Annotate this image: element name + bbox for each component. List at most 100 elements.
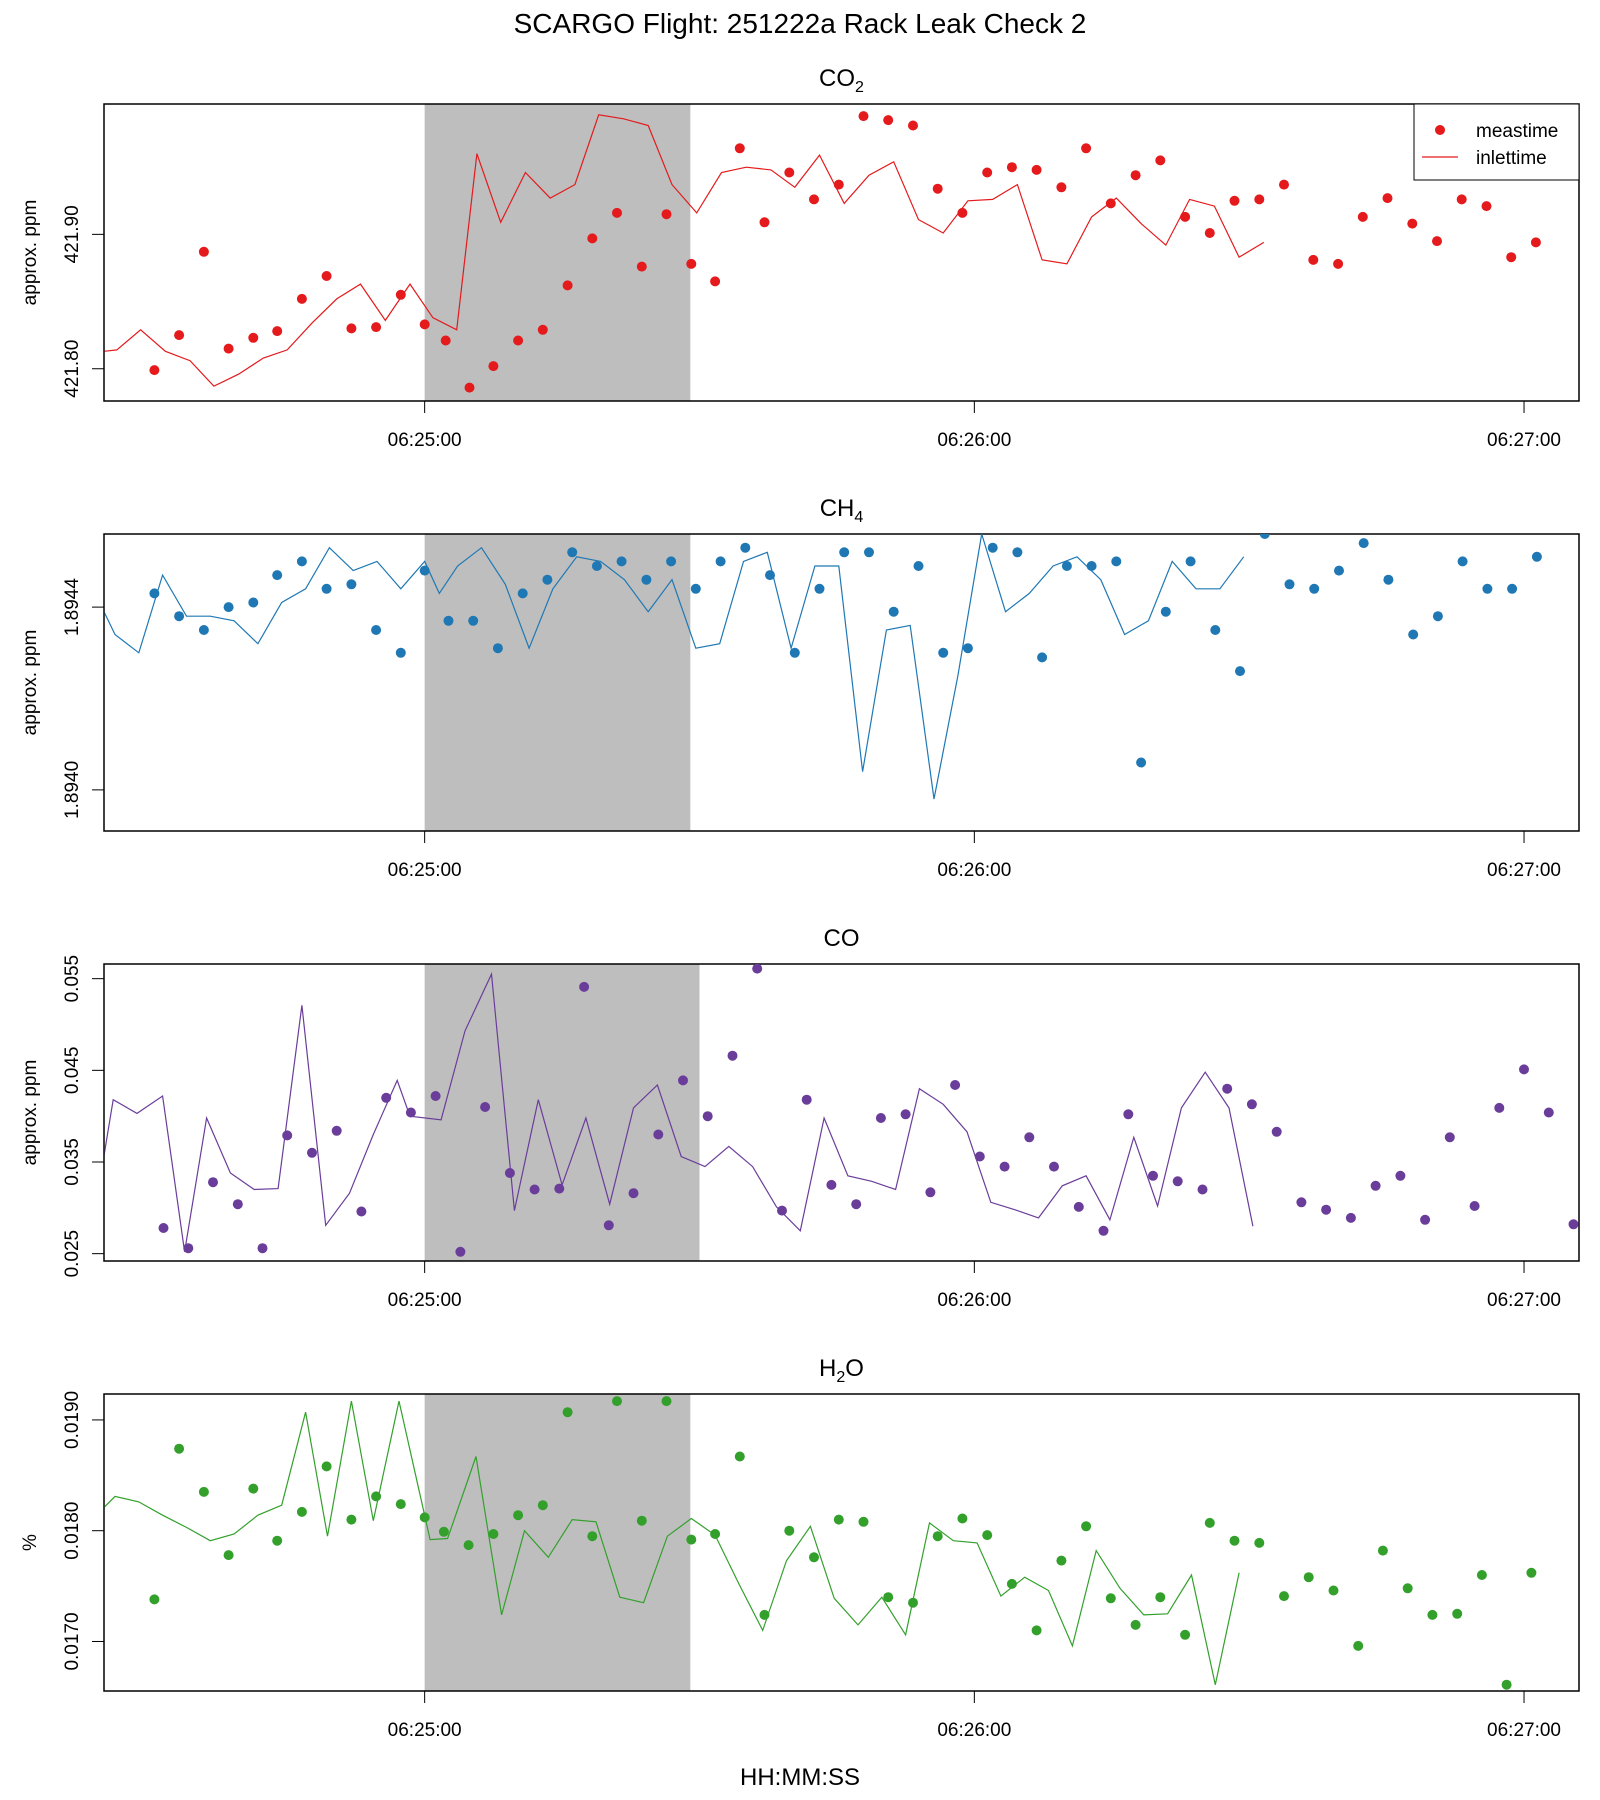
data-point xyxy=(356,1206,367,1217)
legend-point-marker xyxy=(1435,125,1445,135)
data-point xyxy=(513,335,524,346)
data-point xyxy=(1543,1107,1554,1118)
data-point xyxy=(1444,1132,1455,1143)
data-point xyxy=(1377,1545,1388,1556)
data-point xyxy=(1457,556,1468,567)
data-point xyxy=(1204,228,1215,238)
data-point xyxy=(248,332,259,343)
data-point xyxy=(784,1525,795,1536)
data-point xyxy=(765,570,775,581)
data-point xyxy=(232,1199,243,1210)
data-point xyxy=(346,1514,357,1525)
data-point xyxy=(1370,1180,1381,1191)
x-tick-label: 06:25:00 xyxy=(388,1290,462,1311)
data-point xyxy=(430,1091,441,1101)
data-point xyxy=(1056,182,1067,193)
chart-panel: CH4 06:25:00 06:26:00 06:27:00 1.8940 1.8944 a… xyxy=(20,495,1580,881)
data-point xyxy=(223,343,234,354)
data-point xyxy=(1185,556,1196,567)
data-point xyxy=(612,207,622,218)
data-point xyxy=(1254,1537,1265,1548)
data-point xyxy=(321,271,332,281)
data-point xyxy=(1303,1572,1314,1583)
panel-title: CH4 xyxy=(820,495,864,526)
data-point xyxy=(690,583,701,594)
data-point xyxy=(1357,211,1368,222)
data-point xyxy=(158,1223,169,1233)
data-point xyxy=(282,1130,293,1141)
panel-title: CO xyxy=(824,925,860,952)
data-point xyxy=(858,1516,869,1527)
data-point xyxy=(296,293,307,304)
data-point xyxy=(248,597,259,608)
y-axis-label: approx. ppm xyxy=(20,200,41,306)
data-point xyxy=(272,1535,283,1546)
data-point xyxy=(1105,1593,1116,1604)
plot-frame xyxy=(103,533,1580,832)
data-point xyxy=(183,1243,194,1254)
data-point xyxy=(1254,194,1265,205)
data-point xyxy=(636,261,647,272)
data-point xyxy=(1155,155,1166,166)
data-point xyxy=(1180,1629,1191,1640)
meastime-series xyxy=(158,964,1579,1257)
data-point xyxy=(1333,258,1344,269)
data-point xyxy=(666,556,677,567)
data-point xyxy=(636,1515,647,1526)
data-point xyxy=(612,1396,622,1407)
y-tick-label: 421.90 xyxy=(62,205,83,263)
shaded-interval xyxy=(424,104,691,401)
y-axis-label: % xyxy=(20,1534,41,1551)
data-point xyxy=(1130,1619,1141,1630)
data-point xyxy=(826,1179,837,1190)
data-point xyxy=(974,1151,985,1162)
data-point xyxy=(579,981,590,992)
x-tick-label: 06:25:00 xyxy=(388,1720,462,1741)
data-point xyxy=(653,1129,664,1140)
data-point xyxy=(1105,198,1116,209)
data-point xyxy=(468,615,479,626)
data-point xyxy=(1210,625,1221,635)
data-point xyxy=(1481,201,1492,212)
meastime-series xyxy=(149,534,1542,768)
data-point xyxy=(809,194,819,205)
y-tick-label: 0.045 xyxy=(62,1047,83,1095)
data-point xyxy=(1136,757,1147,768)
data-point xyxy=(957,1513,968,1524)
data-point xyxy=(1296,1197,1307,1208)
data-point xyxy=(1086,561,1097,571)
data-point xyxy=(734,1451,745,1462)
data-point xyxy=(1049,1161,1059,1172)
data-point xyxy=(321,1461,332,1472)
data-point xyxy=(321,583,332,594)
data-point xyxy=(1098,1225,1109,1236)
data-point xyxy=(1006,162,1017,173)
data-point xyxy=(1056,1555,1067,1566)
data-point xyxy=(1530,237,1541,248)
data-point xyxy=(982,167,993,178)
x-tick-label: 06:27:00 xyxy=(1487,430,1561,451)
data-point xyxy=(938,647,949,658)
data-point xyxy=(1308,254,1319,265)
data-point xyxy=(1519,1064,1529,1075)
data-point xyxy=(888,606,899,617)
inlettime-series-line xyxy=(104,1400,1240,1685)
data-point xyxy=(1383,574,1394,585)
data-point xyxy=(1155,1592,1166,1603)
data-point xyxy=(1081,1521,1092,1532)
data-point xyxy=(331,1125,342,1136)
data-point xyxy=(517,588,528,599)
data-point xyxy=(1568,1219,1579,1230)
data-point xyxy=(1037,652,1048,663)
data-point xyxy=(913,561,924,571)
data-point xyxy=(1531,551,1542,562)
legend-label-inlettime: inlettime xyxy=(1476,148,1547,169)
data-point xyxy=(1494,1102,1505,1113)
data-point xyxy=(864,547,874,558)
data-point xyxy=(198,1486,209,1497)
data-point xyxy=(839,547,850,558)
x-axis-label: HH:MM:SS xyxy=(740,1764,860,1791)
data-point xyxy=(480,1102,491,1112)
